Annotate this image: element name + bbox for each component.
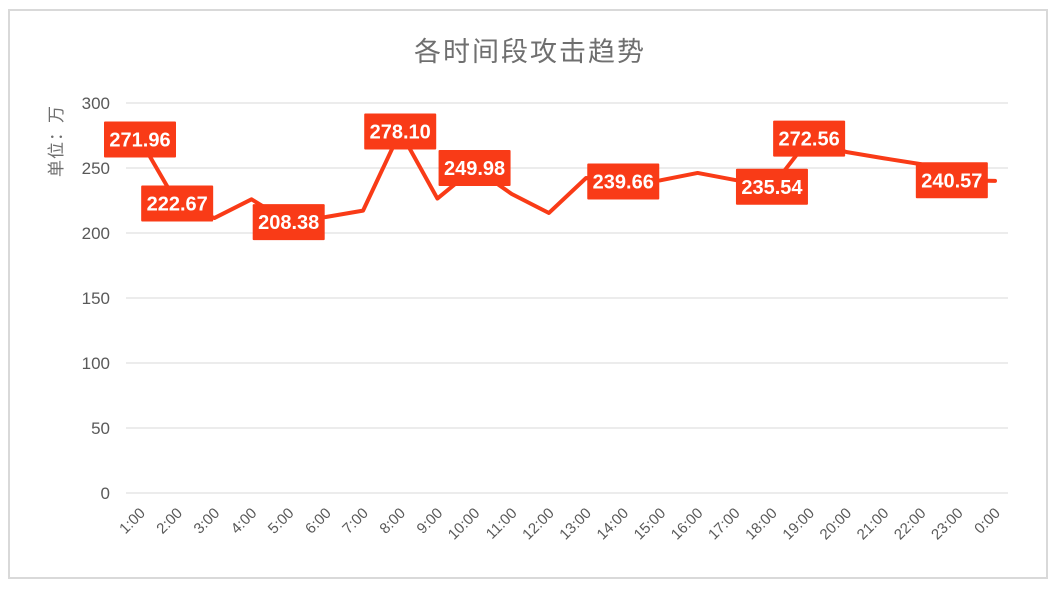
x-tick-label-14-00: 14:00 [594,505,633,544]
x-tick-label-9-00: 9:00 [414,505,447,538]
y-tick-label-50: 50 [91,419,110,438]
x-tick-label-13-00: 13:00 [556,505,595,544]
chart-title: 各时间段攻击趋势 [414,37,646,67]
x-tick-label-6-00: 6:00 [302,505,335,538]
x-tick-label-21-00: 21:00 [854,505,893,544]
x-tick-label-4-00: 4:00 [228,505,261,538]
x-tick-label-5-00: 5:00 [265,505,298,538]
data-label-box-1-00 [104,121,176,158]
data-label-value-5-00: 208.38 [258,212,319,234]
y-tick-label-300: 300 [82,94,110,113]
x-tick-label-12-00: 12:00 [519,505,558,544]
data-label-box-5-00 [252,204,325,241]
y-tick-label-200: 200 [82,224,110,243]
chart-card [8,9,1048,579]
data-label-value-19-00: 272.56 [779,129,840,151]
data-label-box-19-00 [773,120,846,157]
y-tick-label-0: 0 [101,484,110,503]
data-label-box-2-00 [141,185,214,222]
x-tick-label-16-00: 16:00 [668,505,707,544]
data-label-box-23-00 [915,162,988,199]
x-tick-label-20-00: 20:00 [817,505,856,544]
y-tick-label-150: 150 [82,289,110,308]
data-label-box-8-00 [364,113,437,150]
x-tick-label-22-00: 22:00 [891,505,930,544]
x-tick-label-15-00: 15:00 [631,505,670,544]
data-label-value-23-00: 240.57 [921,170,982,192]
x-tick-label-11-00: 11:00 [483,505,521,543]
x-tick-label-8-00: 8:00 [376,505,409,538]
y-tick-label-250: 250 [82,159,110,178]
data-label-value-8-00: 278.10 [370,121,431,143]
x-tick-label-2-00: 2:00 [153,505,186,538]
data-label-value-10-00: 249.98 [444,158,505,180]
x-tick-label-17-00: 17:00 [705,505,744,544]
data-label-value-18-00: 235.54 [741,177,803,199]
x-tick-label-23-00: 23:00 [928,505,967,544]
x-tick-label-10-00: 10:00 [445,505,484,544]
x-tick-label-18-00: 18:00 [742,505,781,544]
data-label-value-1-00: 271.96 [109,129,170,151]
data-label-value-14-00: 239.66 [593,171,654,193]
x-tick-label-19-00: 19:00 [779,505,818,544]
data-label-value-2-00: 222.67 [147,194,208,216]
data-label-box-14-00 [587,163,660,200]
x-tick-label-3-00: 3:00 [191,505,224,538]
y-tick-label-100: 100 [82,354,110,373]
data-label-box-10-00 [438,150,511,187]
x-tick-label-7-00: 7:00 [339,505,372,538]
x-tick-label-0-00: 0:00 [971,505,1004,538]
x-tick-label-1-00: 1:00 [116,505,149,538]
data-label-box-18-00 [735,168,808,205]
